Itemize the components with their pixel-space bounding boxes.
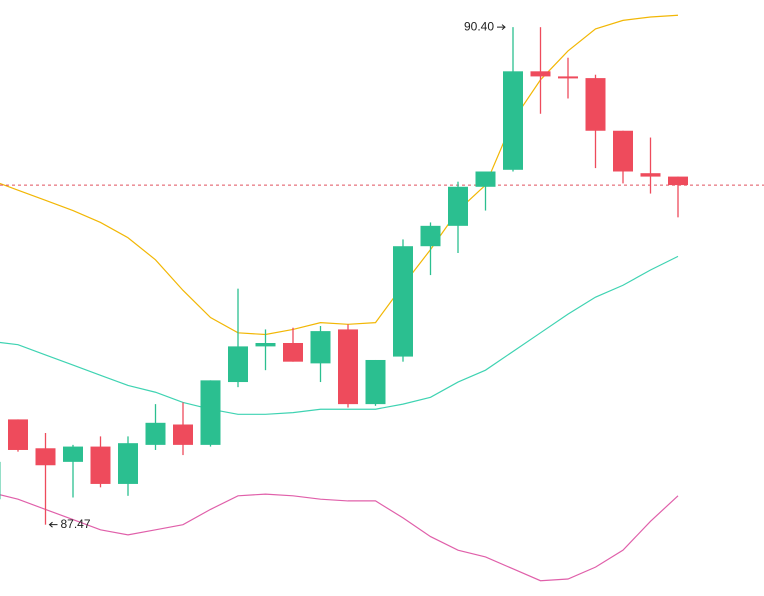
annotation-arrow — [48, 521, 58, 528]
candle-body — [35, 448, 56, 466]
candle-body — [668, 176, 688, 186]
annotation-label: 87.47 — [61, 517, 91, 531]
candle-body — [255, 342, 276, 347]
band-line — [0, 14, 679, 336]
candle-body — [585, 78, 606, 131]
candle-body — [0, 461, 1, 500]
annotation-arrow — [497, 24, 506, 31]
candle-body — [118, 443, 138, 484]
candle-body — [420, 225, 441, 247]
candle-body — [63, 446, 83, 462]
candle-body — [365, 359, 386, 405]
band-line — [0, 493, 679, 582]
candle-body — [640, 173, 661, 177]
candle-body — [393, 246, 413, 357]
candle-body — [90, 446, 111, 484]
band-line — [0, 255, 679, 415]
candle-body — [475, 171, 496, 187]
candle-body — [448, 186, 468, 226]
candle-body — [338, 329, 358, 405]
candle-body — [228, 346, 248, 383]
candle-body — [200, 380, 221, 445]
candle-body — [310, 331, 331, 364]
annotation-label: 90.40 — [464, 19, 494, 33]
candle-body — [173, 424, 193, 445]
candle-body — [530, 71, 551, 77]
candle-body — [558, 76, 578, 79]
candle-body — [613, 130, 633, 172]
candle-body — [8, 419, 28, 450]
candle-body — [283, 342, 303, 362]
candle-body — [145, 422, 166, 445]
candle-body — [503, 71, 523, 170]
